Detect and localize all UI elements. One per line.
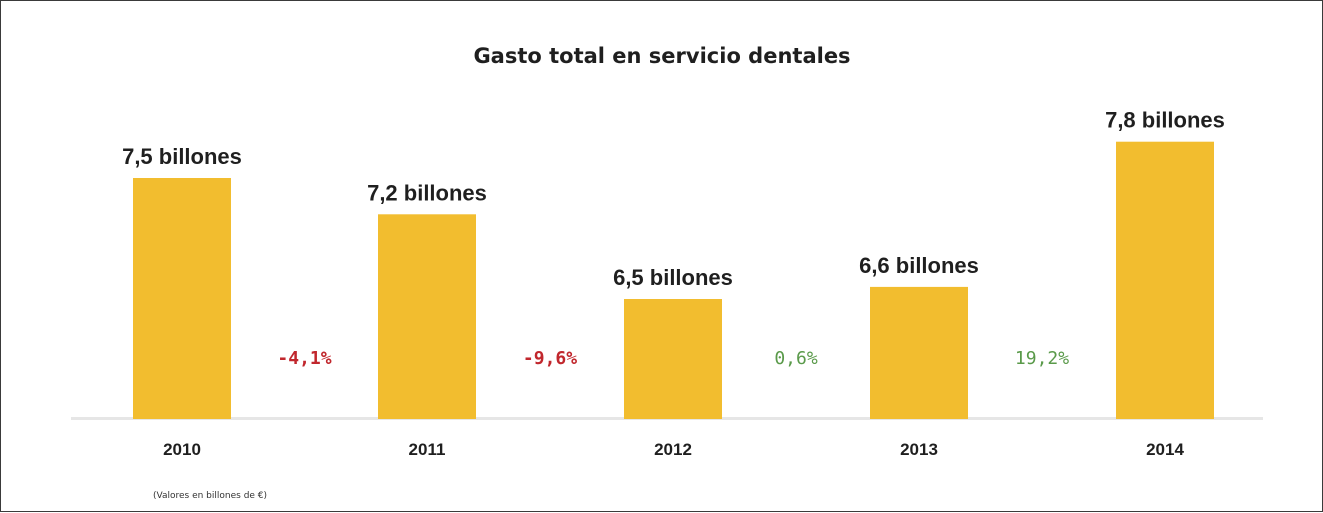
bar-2010 <box>133 178 231 419</box>
bar-2012 <box>624 299 722 419</box>
bar-2014 <box>1116 141 1214 419</box>
bar-2013 <box>870 286 968 419</box>
x-tick-label-2010: 2010 <box>163 440 201 459</box>
bars-group: 7,5 billones 2010 7,2 billones 2011 6,5 bill… <box>122 108 1225 459</box>
bar-2011 <box>378 214 476 419</box>
data-label-2014: 7,8 billones <box>1105 108 1225 133</box>
data-label-2011: 7,2 billones <box>367 180 487 205</box>
x-tick-label-2013: 2013 <box>900 440 938 459</box>
x-tick-label-2014: 2014 <box>1146 440 1184 459</box>
change-label-1: -4,1% <box>277 348 331 369</box>
chart-note: (Valores en billones de €) <box>153 491 267 501</box>
change-label-3: 0,6% <box>774 348 818 369</box>
data-label-2012: 6,5 billones <box>613 265 733 290</box>
data-label-2013: 6,6 billones <box>859 253 979 278</box>
x-tick-label-2012: 2012 <box>654 440 692 459</box>
data-label-2010: 7,5 billones <box>122 144 242 169</box>
change-label-2: -9,6% <box>523 348 577 369</box>
change-label-4: 19,2% <box>1015 348 1069 369</box>
x-tick-label-2011: 2011 <box>409 440 446 459</box>
chart-title: Gasto total en servicio dentales <box>473 44 850 68</box>
